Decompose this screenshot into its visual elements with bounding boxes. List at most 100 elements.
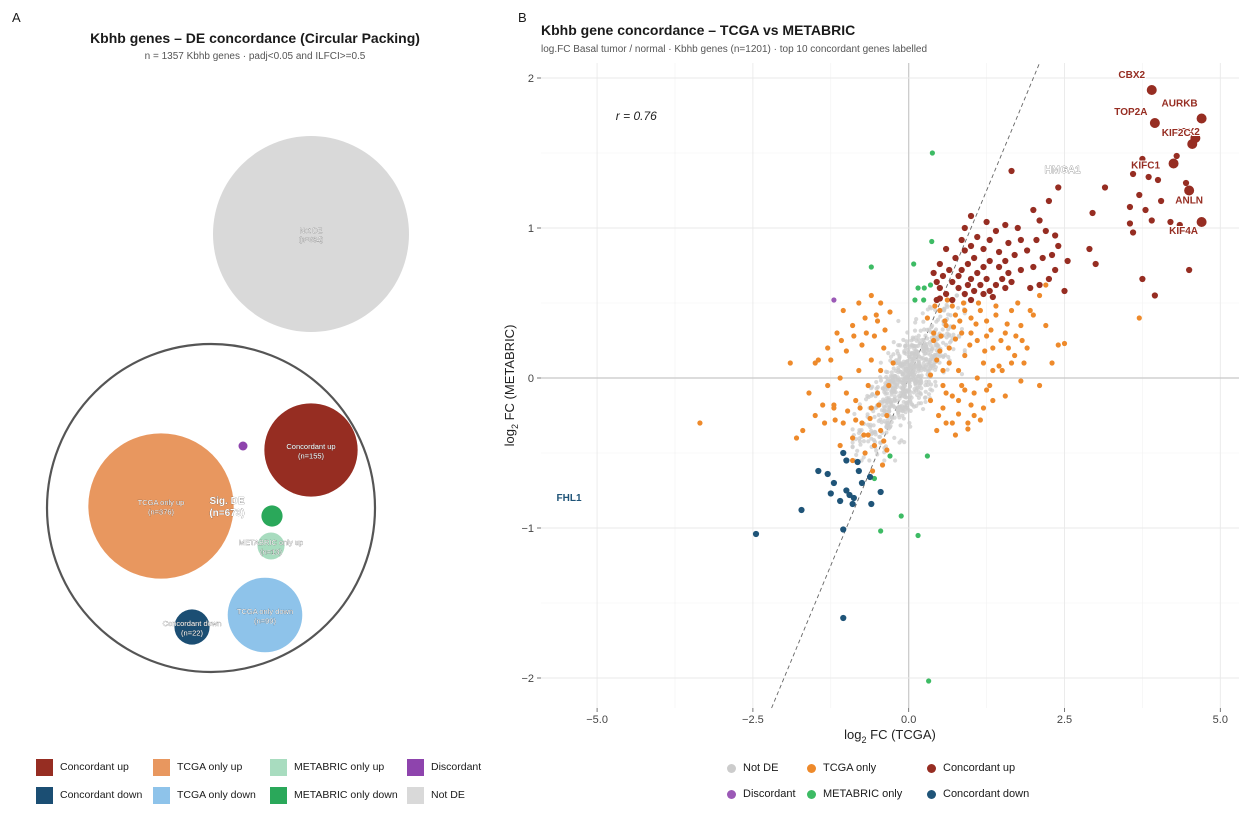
point-not-de	[900, 386, 905, 392]
point-not-de	[902, 440, 907, 445]
legend-label: TCGA only	[823, 762, 877, 774]
point-concordant-up	[961, 247, 968, 254]
point-metabric-only	[921, 285, 927, 291]
point-not-de	[902, 406, 908, 411]
point-concordant-down	[854, 458, 861, 466]
circle-tcga-up	[88, 433, 234, 579]
legend-swatch	[36, 786, 53, 804]
point-tcga-only	[862, 450, 868, 456]
point-tcga-only	[869, 468, 876, 474]
point-not-de	[932, 307, 938, 312]
point-concordant-up	[1061, 287, 1068, 295]
point-concordant-down	[850, 494, 857, 502]
legend-b-item: Concordant down	[927, 786, 1057, 802]
point-concordant-down	[830, 479, 838, 487]
point-concordant-up	[1092, 260, 1099, 268]
point-tcga-only	[845, 408, 851, 414]
point-not-de	[890, 386, 895, 391]
point-concordant-down	[815, 467, 822, 475]
point-not-de	[938, 314, 943, 319]
point-not-de	[916, 401, 921, 406]
point-tcga-only	[850, 322, 856, 329]
legend-label: Discordant	[431, 761, 482, 773]
point-tcga-only	[965, 426, 971, 432]
point-tcga-only	[952, 312, 959, 318]
gene-label: KIF2C	[1162, 128, 1191, 139]
point-not-de	[942, 308, 947, 313]
point-tcga-only	[1036, 292, 1043, 299]
point-concordant-up	[946, 266, 953, 274]
legend-swatch	[407, 758, 424, 776]
point-metabric-only	[912, 297, 918, 303]
point-tcga-only	[957, 318, 963, 324]
point-concordant-down	[843, 457, 850, 464]
point-tcga-only	[996, 363, 1002, 369]
point-not-de	[900, 361, 906, 366]
legend-label: TCGA only up	[177, 761, 243, 773]
gene-label: TPX2	[1175, 127, 1200, 138]
point-concordant-up	[995, 263, 1003, 271]
point-not-de	[904, 339, 909, 344]
point-concordant-up	[1151, 292, 1158, 299]
point-not-de	[893, 390, 898, 395]
point-tcga-only	[850, 457, 856, 464]
point-tcga-only	[974, 337, 980, 344]
point-not-de	[884, 430, 889, 435]
point-tcga-only	[843, 390, 849, 396]
point-not-de	[886, 351, 891, 356]
y-axis-title-log: log	[502, 429, 517, 446]
legend-dot	[927, 763, 936, 773]
circle-metabric-up	[257, 532, 285, 560]
point-tcga-only	[876, 402, 882, 408]
point-tcga-only	[787, 360, 793, 366]
point-tcga-only	[868, 357, 874, 363]
point-tcga-only	[990, 345, 996, 351]
point-tcga-only	[825, 382, 831, 389]
point-concordant-up	[1064, 257, 1071, 265]
circle-conc-up	[264, 403, 358, 497]
point-concordant-down	[843, 487, 850, 494]
point-not-de	[954, 293, 959, 298]
point-not-de	[905, 369, 910, 374]
point-not-de	[920, 406, 926, 412]
point-tcga-only	[878, 367, 884, 374]
point-not-de	[877, 434, 882, 440]
point-concordant-up	[1014, 224, 1021, 232]
point-concordant-up	[967, 275, 975, 283]
point-not-de	[940, 327, 945, 332]
point-concordant-down	[798, 506, 805, 514]
point-not-de	[930, 388, 935, 393]
point-not-de	[918, 328, 923, 333]
point-tcga-only	[971, 390, 977, 396]
point-not-de	[907, 398, 913, 403]
point-not-de	[892, 394, 897, 399]
point-concordant-down	[866, 473, 874, 481]
circle-count-tcga_down: (n=99)	[254, 617, 276, 626]
y-tick-label: 1	[528, 223, 534, 235]
point-not-de	[910, 343, 915, 348]
point-not-de	[897, 353, 902, 359]
point-tcga-only	[1027, 307, 1033, 314]
point-concordant-down	[855, 467, 862, 475]
point-not-de	[924, 327, 930, 332]
point-tcga-only	[886, 382, 892, 389]
x-axis-title-sub: 2	[862, 735, 867, 745]
point-tcga-only	[1012, 352, 1018, 359]
point-tcga-only	[856, 367, 862, 374]
point-tcga-only	[943, 322, 949, 329]
legend-label: Concordant down	[60, 789, 143, 801]
point-not-de	[951, 347, 956, 352]
point-concordant-up	[1048, 251, 1056, 259]
point-concordant-up	[964, 260, 972, 268]
point-concordant-up	[936, 284, 943, 292]
point-not-de	[914, 349, 919, 355]
circle-discordant	[238, 441, 248, 451]
point-tcga-only	[959, 382, 965, 389]
circle-label-conc_up: Concordant up	[286, 442, 335, 451]
gene-label: KIFC1	[1131, 161, 1160, 172]
point-tcga-only	[968, 402, 974, 408]
point-concordant-up	[1136, 191, 1143, 199]
point-tcga-only	[960, 300, 967, 306]
point-tcga-only	[832, 417, 838, 423]
point-tcga-only	[1024, 345, 1030, 351]
